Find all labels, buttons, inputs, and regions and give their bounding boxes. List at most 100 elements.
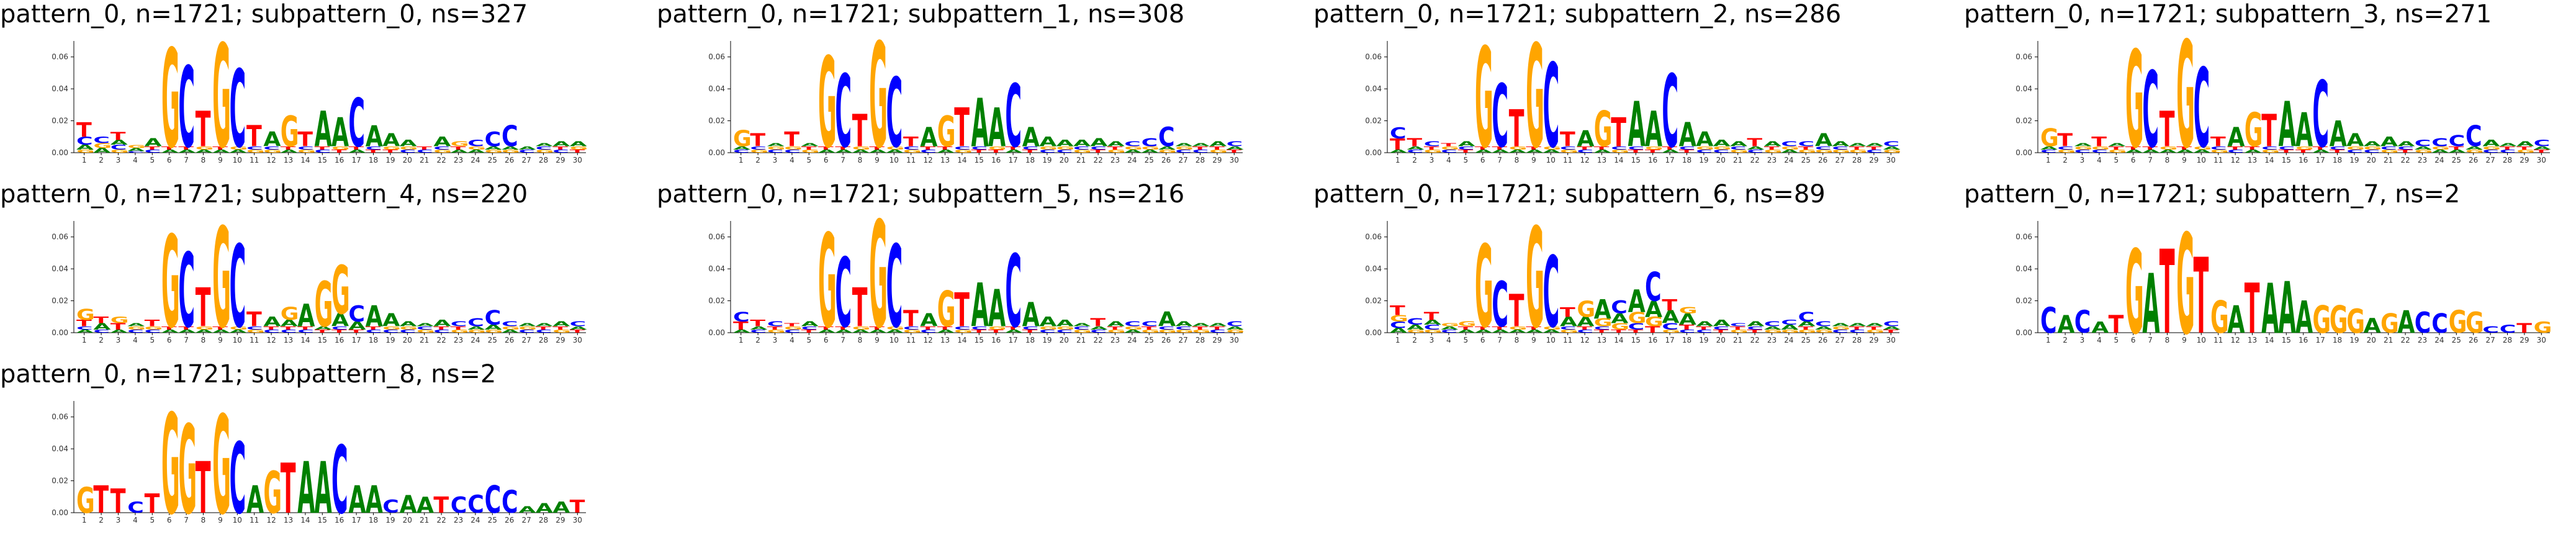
x-tick-label: 14 — [300, 516, 310, 524]
logo-letter-G: G — [2176, 31, 2195, 180]
logo-letter-C: C — [1022, 146, 1039, 151]
x-tick-label: 30 — [1230, 156, 1239, 164]
logo-letter-C: C — [433, 146, 450, 151]
x-tick-label: 12 — [2230, 336, 2240, 344]
x-tick-label: 17 — [2315, 156, 2325, 164]
x-tick-label: 12 — [266, 516, 276, 524]
logo-letter-A: A — [315, 447, 332, 529]
logo-letter-C: C — [366, 146, 382, 151]
logo-letter-C: C — [2210, 146, 2227, 151]
x-tick-label: 5 — [806, 336, 811, 344]
logo-letter-C: C — [1730, 322, 1747, 327]
logo-letter-C: C — [1073, 326, 1090, 331]
logo-letter-G: G — [1441, 146, 1459, 151]
logo-letter-A: A — [1073, 322, 1091, 327]
logo-letter-C: C — [570, 320, 587, 328]
logo-letter-G: G — [315, 269, 333, 341]
logo-letter-C: C — [2091, 149, 2108, 154]
logo-letter-G: G — [2040, 124, 2059, 152]
x-tick-label: 22 — [1093, 156, 1102, 164]
x-tick-label: 6 — [167, 336, 172, 344]
logo-letter-A: A — [2227, 298, 2245, 341]
logo-letter-A: A — [1526, 329, 1544, 334]
x-tick-label: 5 — [1463, 156, 1468, 164]
logo-letter-G: G — [467, 146, 486, 151]
x-tick-label: 26 — [1818, 336, 1827, 344]
x-tick-label: 28 — [1196, 336, 1205, 344]
logo-letter-A: A — [733, 329, 751, 334]
logo-letter-T: T — [1090, 316, 1106, 329]
logo-letter-G: G — [1696, 146, 1714, 151]
logo-letter-A: A — [196, 149, 214, 154]
logo-letter-A: A — [1883, 326, 1901, 331]
logo-letter-G: G — [1124, 326, 1143, 331]
x-tick-label: 14 — [957, 336, 966, 344]
logo-letter-G: G — [2261, 149, 2280, 154]
logo-letter-C: C — [903, 326, 920, 331]
logo-letter-A: A — [2516, 140, 2534, 148]
logo-letter-G: G — [818, 211, 837, 358]
logo-letter-T: T — [1022, 329, 1038, 334]
logo-panel-8: pattern_0, n=1721; subpattern_8, ns=2 0.… — [0, 360, 644, 540]
x-tick-label: 11 — [1563, 156, 1572, 164]
logo-letter-G: G — [1209, 149, 1228, 154]
logo-letter-T: T — [246, 119, 262, 153]
logo-letter-T: T — [1005, 146, 1020, 151]
logo-letter-C: C — [1628, 146, 1645, 151]
logo-letter-T: T — [1662, 297, 1678, 315]
x-tick-label: 19 — [1042, 156, 1052, 164]
x-tick-label: 9 — [875, 156, 880, 164]
logo-letter-T: T — [1611, 110, 1626, 156]
y-tick-label: 0.04 — [2015, 264, 2032, 273]
logo-letter-G: G — [331, 146, 350, 151]
logo-letter-A: A — [1815, 326, 1833, 331]
panel-title: pattern_0, n=1721; subpattern_2, ns=286 — [1313, 0, 1842, 29]
logo-letter-T: T — [570, 149, 585, 154]
logo-letter-T: T — [2091, 134, 2107, 150]
panel-title: pattern_0, n=1721; subpattern_6, ns=89 — [1313, 180, 1826, 209]
x-tick-label: 22 — [436, 516, 446, 524]
x-tick-label: 25 — [1145, 156, 1154, 164]
x-tick-label: 17 — [351, 516, 361, 524]
logo-letter-T: T — [903, 307, 919, 332]
logo-letter-G: G — [2194, 146, 2212, 151]
logo-letter-C: C — [1781, 140, 1798, 148]
logo-letter-T: T — [1594, 329, 1610, 334]
logo-letter-A: A — [1764, 326, 1782, 331]
logo-letter-A: A — [76, 329, 94, 334]
logo-letter-C: C — [2431, 136, 2448, 149]
logo-letter-A: A — [1209, 322, 1227, 327]
logo-panel-6: pattern_0, n=1721; subpattern_6, ns=89 0… — [1313, 180, 1957, 360]
logo-letter-A: A — [1424, 319, 1441, 326]
logo-letter-T: T — [212, 326, 228, 331]
logo-letter-A: A — [1209, 140, 1227, 148]
logo-letter-A: A — [2534, 146, 2552, 151]
panel-title: pattern_0, n=1721; subpattern_5, ns=216 — [657, 180, 1185, 209]
logo-letter-C: C — [1458, 146, 1475, 151]
logo-letter-T: T — [1475, 326, 1490, 331]
logo-letter-A: A — [2261, 270, 2279, 349]
x-tick-label: 14 — [2264, 336, 2274, 344]
x-tick-label: 1 — [1395, 156, 1400, 164]
logo-letter-A: A — [1407, 323, 1424, 331]
logo-letter-C: C — [451, 493, 467, 518]
x-tick-label: 2 — [2063, 156, 2068, 164]
x-tick-label: 11 — [906, 156, 916, 164]
logo-letter-A: A — [1696, 320, 1713, 328]
logo-letter-T: T — [1209, 326, 1225, 331]
x-tick-label: 27 — [521, 516, 531, 524]
logo-letter-C: C — [230, 422, 246, 536]
x-tick-label: 15 — [975, 156, 984, 164]
logo-letter-C: C — [263, 146, 280, 151]
logo-letter-C: C — [1407, 149, 1423, 154]
logo-letter-T: T — [366, 326, 381, 331]
logo-letter-G: G — [1543, 326, 1562, 331]
logo-panel-4: pattern_0, n=1721; subpattern_4, ns=220 … — [0, 180, 644, 360]
logo-letter-G: G — [886, 326, 905, 331]
logo-letter-C: C — [382, 497, 399, 517]
y-tick-label: 0.02 — [2015, 117, 2032, 125]
logo-letter-T: T — [1390, 135, 1406, 153]
logo-letter-T: T — [1849, 146, 1865, 151]
logo-letter-A: A — [1107, 320, 1125, 328]
x-tick-label: 29 — [556, 516, 565, 524]
